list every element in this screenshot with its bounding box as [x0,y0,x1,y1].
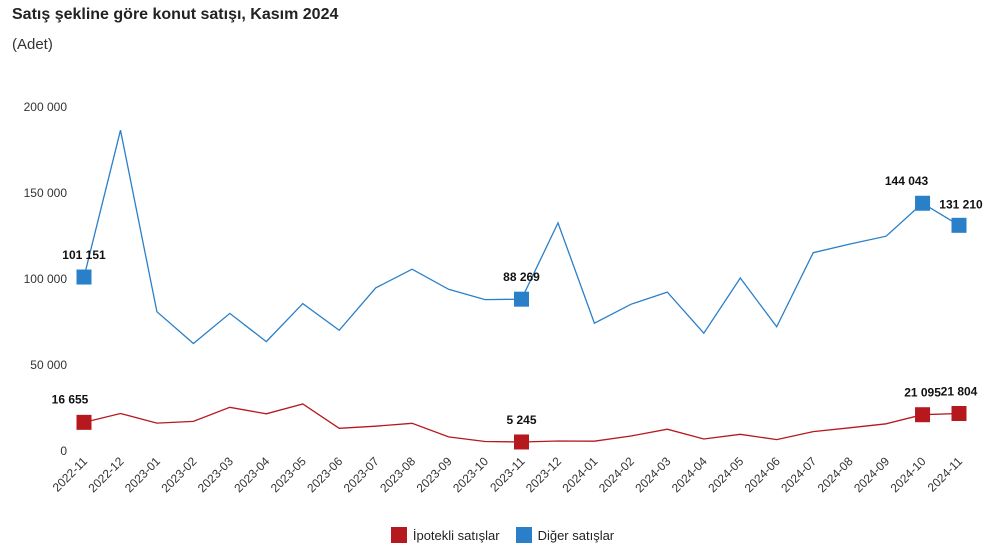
data-label-ipotekli: 21 095 [904,386,941,400]
x-tick-label: 2024-05 [705,454,746,495]
x-tick-label: 2023-10 [450,454,491,495]
x-tick-label: 2023-03 [195,454,236,495]
x-tick-label: 2024-08 [815,454,856,495]
y-tick-label: 100 000 [24,272,68,286]
x-tick-label: 2024-07 [778,454,819,495]
legend-label-diger: Diğer satışlar [537,527,615,543]
legend-swatch-ipotekli [390,527,407,543]
x-tick-label: 2023-07 [341,454,382,495]
x-tick-label: 2022-12 [86,454,127,495]
x-tick-label: 2023-04 [231,454,272,495]
legend-swatch-diger [515,527,532,543]
data-marker-diger [76,269,92,285]
legend: İpotekli satışlar Diğer satışlar [0,527,1005,543]
data-label-diger: 144 043 [885,174,929,188]
data-label-diger: 101 151 [62,248,106,262]
x-tick-label: 2024-11 [925,454,966,495]
x-tick-label: 2023-05 [268,454,309,495]
data-marker-diger [951,217,967,233]
y-tick-label: 150 000 [24,186,68,200]
x-tick-label: 2023-08 [377,454,418,495]
x-tick-label: 2022-11 [50,454,91,495]
data-label-diger: 131 210 [939,197,983,211]
data-marker-ipotekli [951,405,967,421]
legend-item-diger[interactable]: Diğer satışlar [515,527,615,543]
data-marker-ipotekli [76,414,92,430]
y-tick-label: 200 000 [24,100,68,114]
data-label-ipotekli: 21 804 [941,384,978,398]
x-tick-label: 2023-01 [122,454,163,495]
data-marker-diger [915,195,931,211]
data-marker-ipotekli [915,407,931,423]
x-tick-label: 2023-12 [523,454,564,495]
data-label-diger: 88 269 [503,270,540,284]
series-line-diger [83,130,960,345]
y-tick-label: 50 000 [30,358,67,372]
x-tick-label: 2024-03 [632,454,673,495]
chart-subtitle: (Adet) [12,36,53,53]
x-tick-label: 2024-09 [851,454,892,495]
data-label-ipotekli: 5 245 [506,413,536,427]
x-tick-label: 2024-01 [559,454,600,495]
x-tick-label: 2023-09 [414,454,455,495]
legend-item-ipotekli[interactable]: İpotekli satışlar [390,527,500,543]
legend-label-ipotekli: İpotekli satışlar [412,527,500,543]
data-label-ipotekli: 16 655 [52,392,89,406]
x-tick-label: 2023-02 [158,454,199,495]
x-tick-label: 2024-04 [669,454,710,495]
x-tick-label: 2023-06 [304,454,345,495]
data-marker-diger [514,291,529,307]
data-marker-ipotekli [514,434,529,450]
x-tick-label: 2024-06 [742,454,783,495]
y-tick-label: 0 [60,444,67,458]
x-tick-label: 2024-02 [596,454,637,495]
x-tick-label: 2023-11 [487,454,528,495]
x-tick-label: 2024-10 [888,454,929,495]
chart-title: Satış şekline göre konut satışı, Kasım 2… [12,6,339,23]
